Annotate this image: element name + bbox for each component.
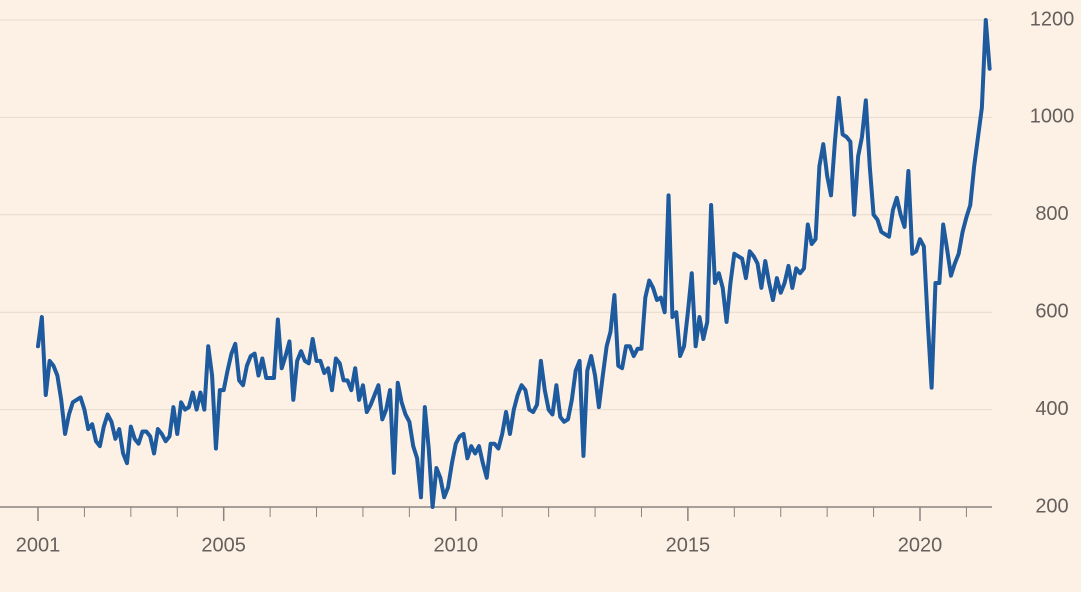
y-tick-label: 400	[1035, 398, 1068, 420]
y-tick-label: 800	[1035, 203, 1068, 225]
x-tick-label: 2001	[16, 534, 61, 556]
y-tick-label: 1200	[1030, 8, 1075, 30]
x-tick-label: 2005	[201, 534, 246, 556]
y-tick-label: 200	[1035, 495, 1068, 517]
data-line	[36, 18, 992, 509]
x-tick-label: 2015	[666, 534, 711, 556]
x-tick-label: 2020	[898, 534, 943, 556]
x-tick-label: 2010	[434, 534, 479, 556]
y-tick-label: 1000	[1030, 106, 1075, 128]
y-tick-label: 600	[1035, 300, 1068, 322]
